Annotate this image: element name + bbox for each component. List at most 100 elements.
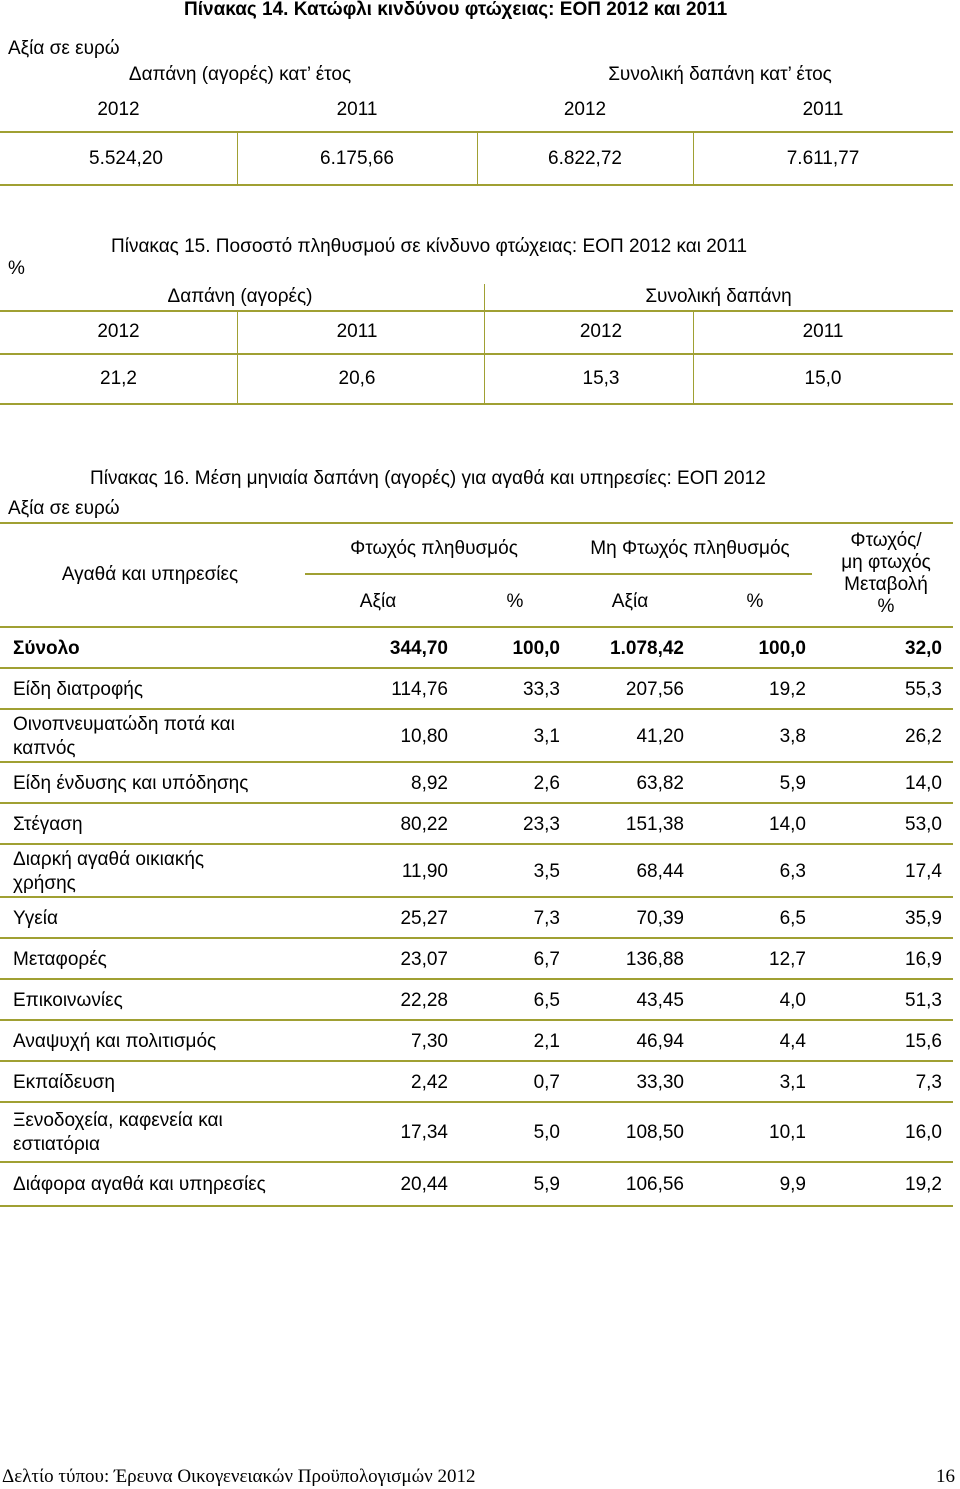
row-label-line: Σύνολο (13, 638, 80, 659)
table14-title: Πίνακας 14. Κατώφλι κινδύνου φτώχειας: Ε… (184, 0, 728, 20)
row-cell: 16,0 (905, 1122, 942, 1143)
row-cell: 22,28 (400, 990, 448, 1011)
row-label-line: Οινοπνευματώδη ποτά και (13, 714, 235, 735)
row-rule (0, 1205, 953, 1207)
row-cell: 35,9 (905, 908, 942, 929)
table15-group2: Συνολική δαπάνη (645, 286, 792, 307)
row-label: Οινοπνευματώδη ποτά και καπνός (13, 713, 235, 761)
row-cell: 25,27 (400, 908, 448, 929)
row-label-line: Είδη διατροφής (13, 679, 144, 700)
row-rule (0, 761, 953, 763)
table-row: Διαρκή αγαθά οικιακής χρήσης 11,90 3,5 68,44… (0, 845, 953, 898)
row-cell: 10,80 (400, 726, 448, 747)
row-cell: 63,82 (636, 773, 684, 794)
table16-rule (0, 522, 953, 524)
table14-year: 2011 (336, 99, 378, 120)
row-cell: 32,0 (905, 638, 942, 659)
row-label-line: Υγεία (13, 908, 58, 929)
row-cell: 151,38 (625, 814, 684, 835)
table16-col-change-line: μη φτωχός (841, 552, 931, 573)
row-cell: 55,3 (905, 679, 942, 700)
table16-rule (0, 626, 953, 628)
row-label-line: χρήσης (13, 873, 76, 894)
row-cell: 1.078,42 (610, 638, 684, 659)
row-cell: 4,0 (779, 990, 806, 1011)
row-label: Διάφορα αγαθά και υπηρεσίες (13, 1173, 266, 1197)
table15-value: 20,6 (338, 368, 376, 389)
row-cell: 68,44 (636, 861, 684, 882)
table16-col-change-line: Φτωχός/ (850, 530, 922, 551)
row-label-line: Στέγαση (13, 814, 83, 835)
table14-year: 2011 (802, 99, 844, 120)
row-cell: 33,30 (636, 1072, 684, 1093)
row-label-line: Είδη ένδυσης και υπόδησης (13, 773, 249, 794)
table14-divider (477, 133, 478, 185)
table16-sub-value: Αξία (359, 591, 397, 612)
table15-divider (693, 310, 694, 404)
row-cell: 15,6 (905, 1031, 942, 1052)
footer-text: Δελτίο τύπου: Έρευνα Οικογενειακών Προϋπ… (2, 1466, 476, 1487)
table14-rule (0, 131, 953, 133)
row-cell: 80,22 (400, 814, 448, 835)
row-label: Ξενοδοχεία, καφενεία και εστιατόρια (13, 1109, 223, 1157)
table16-title: Πίνακας 16. Μέση μηνιαία δαπάνη (αγορές)… (90, 468, 766, 489)
row-cell: 6,5 (779, 908, 806, 929)
table15-title: Πίνακας 15. Ποσοστό πληθυσμού σε κίνδυνο… (111, 236, 748, 257)
table14-divider (693, 133, 694, 185)
row-cell: 106,56 (625, 1174, 684, 1195)
row-cell: 53,0 (905, 814, 942, 835)
row-cell: 3,5 (533, 861, 560, 882)
row-rule (0, 1161, 953, 1163)
table-row: Αναψυχή και πολιτισμός 7,30 2,1 46,94 4,4 15,… (0, 1021, 953, 1062)
row-cell: 4,4 (779, 1031, 806, 1052)
table16-col-goods: Αγαθά και υπηρεσίες (61, 564, 239, 585)
table15-rule (0, 403, 953, 405)
row-rule (0, 843, 953, 845)
row-cell: 19,2 (905, 1174, 942, 1195)
row-cell: 33,3 (523, 679, 560, 700)
table16-unit: Αξία σε ευρώ (8, 498, 120, 519)
row-label: Είδη ένδυσης και υπόδησης (13, 772, 248, 796)
row-cell: 108,50 (625, 1122, 684, 1143)
row-label-line: Ξενοδοχεία, καφενεία και (13, 1110, 223, 1131)
row-cell: 3,1 (533, 726, 560, 747)
row-cell: 17,4 (905, 861, 942, 882)
table15-group1: Δαπάνη (αγορές) (167, 286, 313, 307)
row-cell: 17,34 (400, 1122, 448, 1143)
table14-value: 6.822,72 (548, 148, 622, 169)
table14-divider (237, 133, 238, 185)
row-label-line: εστιατόρια (13, 1134, 100, 1155)
table-row: Επικοινωνίες 22,28 6,5 43,45 4,0 51,3 (0, 980, 953, 1021)
table14-value: 7.611,77 (786, 148, 860, 169)
table15-value: 15,0 (804, 368, 842, 389)
row-cell: 2,6 (533, 773, 560, 794)
row-cell: 100,0 (758, 638, 806, 659)
row-cell: 5,9 (779, 773, 806, 794)
row-label: Στέγαση (13, 813, 83, 837)
table-row: Οινοπνευματώδη ποτά και καπνός 10,80 3,1 41,… (0, 710, 953, 763)
row-label-line: Εκπαίδευση (13, 1072, 115, 1093)
table-row: Υγεία 25,27 7,3 70,39 6,5 35,9 (0, 898, 953, 939)
table-row: Είδη διατροφής 114,76 33,3 207,56 19,2 55,3 (0, 669, 953, 710)
row-cell: 0,7 (533, 1072, 560, 1093)
row-rule (0, 937, 953, 939)
row-cell: 11,90 (401, 861, 448, 882)
row-cell: 70,39 (636, 908, 684, 929)
table-row: Στέγαση 80,22 23,3 151,38 14,0 53,0 (0, 804, 953, 845)
row-cell: 5,9 (533, 1174, 560, 1195)
row-label: Επικοινωνίες (13, 989, 123, 1013)
row-rule (0, 1060, 953, 1062)
row-cell: 344,70 (389, 638, 448, 659)
row-cell: 2,1 (533, 1031, 560, 1052)
row-cell: 20,44 (400, 1174, 448, 1195)
table15-year: 2012 (97, 321, 140, 342)
table15-divider (237, 310, 238, 404)
table16-col-change-line: Μεταβολή (844, 574, 928, 595)
table14-year: 2012 (563, 99, 607, 120)
table16-col-change: Φτωχός/ μη φτωχός Μεταβολή % (812, 530, 960, 618)
row-cell: 7,3 (915, 1072, 942, 1093)
row-rule (0, 1019, 953, 1021)
table-row: Διάφορα αγαθά και υπηρεσίες 20,44 5,9 106,5… (0, 1163, 953, 1207)
row-cell: 114,76 (391, 679, 448, 700)
table14-unit: Αξία σε ευρώ (8, 38, 120, 59)
